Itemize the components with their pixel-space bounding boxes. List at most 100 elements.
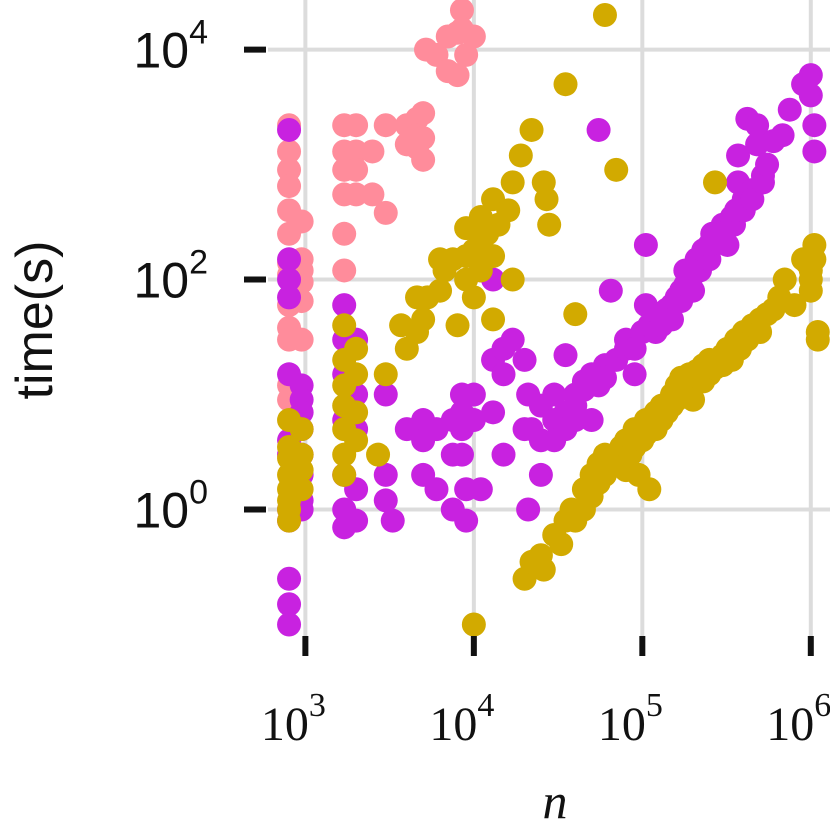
data-point-series-2 (277, 592, 302, 617)
data-point-series-2 (586, 117, 611, 142)
data-point-series-3 (289, 477, 314, 502)
data-point-series-3 (519, 117, 544, 142)
data-point-series-2 (380, 508, 405, 533)
data-point-series-2 (633, 232, 658, 257)
data-point-series-3 (344, 362, 369, 387)
data-point-series-3 (681, 387, 706, 412)
data-point-series-3 (428, 278, 453, 303)
data-point-series-3 (344, 428, 369, 453)
data-point-series-3 (531, 557, 556, 582)
data-point-series-1 (360, 139, 385, 164)
data-point-series-3 (782, 293, 807, 318)
data-point-series-2 (344, 508, 369, 533)
data-point-series-3 (703, 170, 728, 195)
data-point-series-3 (366, 442, 391, 467)
data-point-series-2 (481, 400, 506, 425)
data-point-series-3 (500, 170, 525, 195)
data-point-series-3 (289, 417, 314, 442)
data-point-series-2 (542, 382, 567, 407)
data-point-series-2 (798, 83, 823, 108)
data-point-series-2 (461, 382, 486, 407)
data-point-series-2 (277, 612, 302, 637)
data-point-series-2 (500, 327, 525, 352)
data-point-series-1 (454, 42, 479, 67)
data-point-series-1 (332, 221, 357, 246)
data-point-series-3 (549, 532, 574, 557)
data-point-series-2 (277, 247, 302, 272)
data-point-series-2 (454, 508, 479, 533)
data-point-series-1 (289, 327, 314, 352)
data-point-series-2 (449, 442, 474, 467)
data-point-series-2 (553, 343, 578, 368)
data-point-series-2 (579, 408, 604, 433)
data-point-series-2 (715, 232, 740, 257)
data-point-series-2 (512, 347, 537, 372)
data-point-series-1 (344, 157, 369, 182)
data-point-series-2 (277, 267, 302, 292)
data-point-series-3 (563, 302, 588, 327)
data-point-series-3 (805, 327, 830, 352)
data-point-series-2 (373, 462, 398, 487)
data-point-series-3 (344, 400, 369, 425)
data-point-series-2 (598, 278, 623, 303)
data-point-series-3 (373, 362, 398, 387)
data-point-series-2 (491, 362, 516, 387)
data-point-series-3 (500, 267, 525, 292)
data-point-series-3 (461, 285, 486, 310)
data-point-series-1 (449, 0, 474, 23)
data-point-series-2 (516, 497, 541, 522)
data-point-series-2 (332, 293, 357, 318)
data-point-series-2 (373, 382, 398, 407)
data-point-series-2 (777, 97, 802, 122)
data-point-series-2 (373, 488, 398, 513)
data-point-series-3 (277, 508, 302, 533)
data-point-series-1 (373, 200, 398, 225)
data-point-series-2 (622, 362, 647, 387)
data-point-series-1 (360, 182, 385, 207)
data-point-series-3 (289, 458, 314, 483)
data-point-series-1 (411, 101, 436, 126)
data-point-series-2 (528, 462, 553, 487)
data-point-series-3 (592, 2, 617, 27)
data-point-series-1 (277, 174, 302, 199)
data-point-series-3 (332, 313, 357, 338)
data-point-series-2 (681, 278, 706, 303)
data-point-series-2 (659, 307, 684, 332)
data-point-series-2 (277, 285, 302, 310)
data-point-series-3 (481, 244, 506, 269)
data-point-series-2 (277, 566, 302, 591)
data-point-series-3 (332, 462, 357, 487)
data-point-series-1 (411, 147, 436, 172)
data-point-series-1 (373, 113, 398, 138)
y-tick-label: 100 (133, 474, 208, 539)
data-point-series-2 (802, 139, 827, 164)
data-point-series-2 (798, 63, 823, 88)
data-point-series-1 (332, 258, 357, 283)
data-point-series-3 (411, 307, 436, 332)
data-point-series-3 (445, 313, 470, 338)
data-point-series-1 (461, 24, 486, 49)
data-point-series-2 (277, 117, 302, 142)
x-axis-label: n (543, 773, 568, 829)
data-point-series-2 (468, 477, 493, 502)
data-point-series-3 (344, 336, 369, 361)
data-points (277, 0, 830, 637)
data-point-series-2 (755, 152, 780, 177)
data-point-series-2 (491, 442, 516, 467)
data-point-series-3 (461, 612, 486, 637)
data-point-series-1 (289, 209, 314, 234)
data-point-series-2 (770, 123, 795, 148)
y-axis-label: time(s) (6, 241, 64, 400)
data-point-series-3 (802, 247, 827, 272)
data-point-series-1 (344, 113, 369, 138)
data-point-series-3 (508, 143, 533, 168)
data-point-series-3 (481, 307, 506, 332)
data-point-series-2 (461, 408, 486, 433)
data-point-series-3 (537, 212, 562, 237)
data-point-series-1 (277, 139, 302, 164)
data-point-series-3 (637, 477, 662, 502)
data-point-series-2 (745, 113, 770, 138)
data-point-series-2 (802, 113, 827, 138)
